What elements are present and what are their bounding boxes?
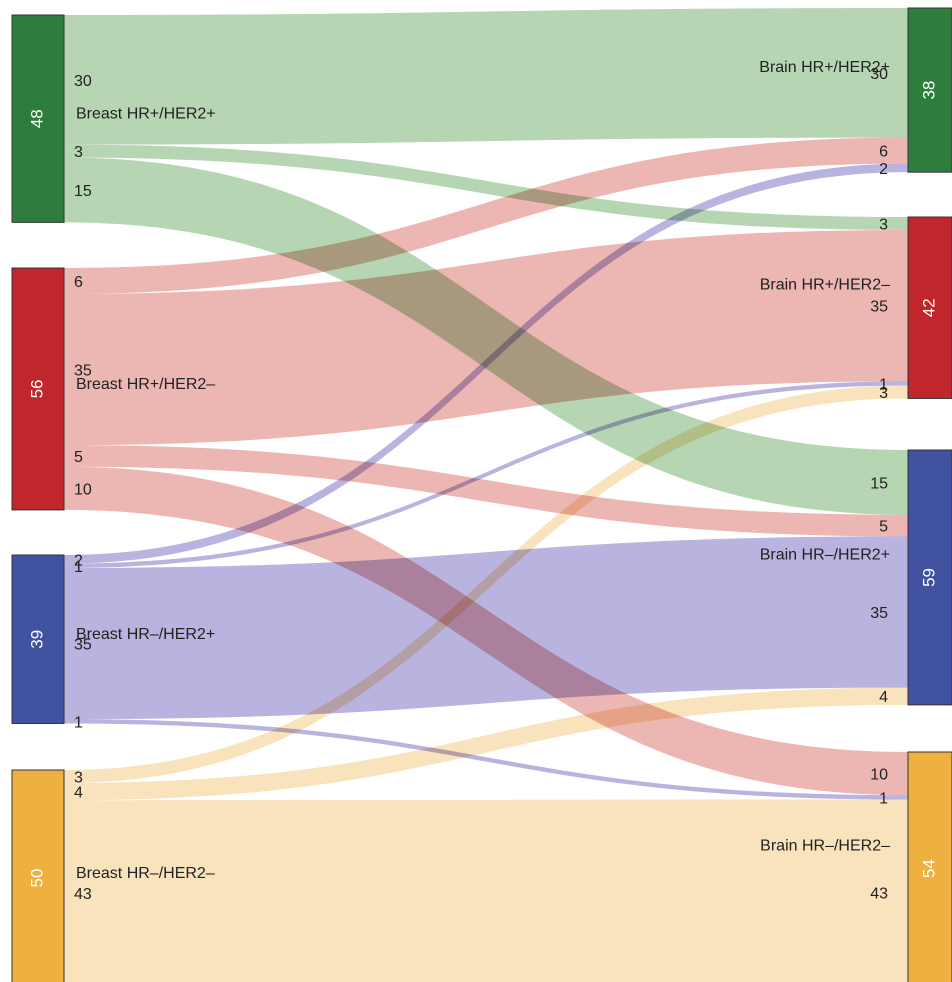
flow-label-left: 4 xyxy=(74,785,83,802)
node-name: Breast HR–/HER2– xyxy=(76,865,215,882)
node-total: 38 xyxy=(919,81,938,100)
right-node-brain-hr-her2 xyxy=(907,751,952,982)
flow-label-left: 3 xyxy=(74,769,83,786)
flow-breast-hr-her2-to-brain-hr-her2 xyxy=(64,687,908,801)
flow-label-right: 6 xyxy=(879,144,888,161)
flow-breast-hr-her2-to-brain-hr-her2 xyxy=(64,8,908,145)
left-node-breast-hr-her2 xyxy=(11,769,65,982)
node-total: 48 xyxy=(27,109,46,128)
node-total: 59 xyxy=(919,568,938,587)
flow-label-right: 5 xyxy=(879,519,888,536)
node-name: Brain HR+/HER2+ xyxy=(759,59,890,76)
node-name: Brain HR–/HER2+ xyxy=(760,546,890,563)
flow-label-left: 15 xyxy=(74,183,92,200)
node-total: 54 xyxy=(919,859,938,878)
node-total: 42 xyxy=(919,298,938,317)
node-name: Brain HR–/HER2– xyxy=(760,838,890,855)
flow-label-left: 10 xyxy=(74,481,92,498)
flow-label-left: 35 xyxy=(74,637,92,654)
flow-label-right: 3 xyxy=(879,385,888,402)
right-node-brain-hr-her2 xyxy=(907,7,952,173)
flow-label-left: 1 xyxy=(74,714,83,731)
flow-label-right: 1 xyxy=(879,376,888,393)
flow-breast-hr-her2-to-brain-hr-her2 xyxy=(64,381,908,568)
left-node-breast-hr-her2 xyxy=(11,554,65,724)
flow-label-left: 5 xyxy=(74,449,83,466)
flow-label-left: 30 xyxy=(74,73,92,90)
flow-breast-hr-her2-to-brain-hr-her2 xyxy=(64,144,908,230)
flow-label-left: 43 xyxy=(74,886,92,903)
flow-label-left: 2 xyxy=(74,552,83,569)
left-node-breast-hr-her2 xyxy=(11,14,65,223)
right-node-brain-hr-her2 xyxy=(907,449,952,706)
flow-label-left: 6 xyxy=(74,274,83,291)
flow-breast-hr-her2-to-brain-hr-her2 xyxy=(64,137,908,294)
flow-label-right: 2 xyxy=(879,161,888,178)
flow-label-right: 15 xyxy=(870,475,888,492)
node-name: Brain HR+/HER2– xyxy=(760,277,890,294)
flow-label-right: 43 xyxy=(870,885,888,902)
flow-label-left: 35 xyxy=(74,363,92,380)
node-name: Breast HR–/HER2+ xyxy=(76,626,215,643)
flow-breast-hr-her2-to-brain-hr-her2 xyxy=(64,536,908,720)
flow-breast-hr-her2-to-brain-hr-her2 xyxy=(64,385,908,783)
left-node-breast-hr-her2 xyxy=(11,267,65,511)
node-name: Breast HR+/HER2+ xyxy=(76,106,216,123)
flow-breast-hr-her2-to-brain-hr-her2 xyxy=(64,163,908,564)
flow-label-right: 35 xyxy=(870,605,888,622)
flow-breast-hr-her2-to-brain-hr-her2 xyxy=(64,445,908,537)
flow-label-right: 10 xyxy=(870,767,888,784)
right-node-brain-hr-her2 xyxy=(907,216,952,399)
node-total: 56 xyxy=(27,379,46,398)
flow-label-right: 1 xyxy=(879,790,888,807)
node-total: 39 xyxy=(27,630,46,649)
node-name: Breast HR+/HER2– xyxy=(76,376,215,393)
flows-layer xyxy=(64,8,908,982)
flow-label-right: 35 xyxy=(870,299,888,316)
flow-breast-hr-her2-to-brain-hr-her2 xyxy=(64,719,908,800)
flow-label-right: 3 xyxy=(879,216,888,233)
node-total: 50 xyxy=(27,869,46,888)
flow-breast-hr-her2-to-brain-hr-her2 xyxy=(64,229,908,446)
flow-label-right: 4 xyxy=(879,689,888,706)
flow-label-left: 3 xyxy=(74,144,83,161)
flow-label-left: 1 xyxy=(74,559,83,576)
flow-breast-hr-her2-to-brain-hr-her2 xyxy=(64,799,908,982)
flow-label-right: 30 xyxy=(870,66,888,83)
